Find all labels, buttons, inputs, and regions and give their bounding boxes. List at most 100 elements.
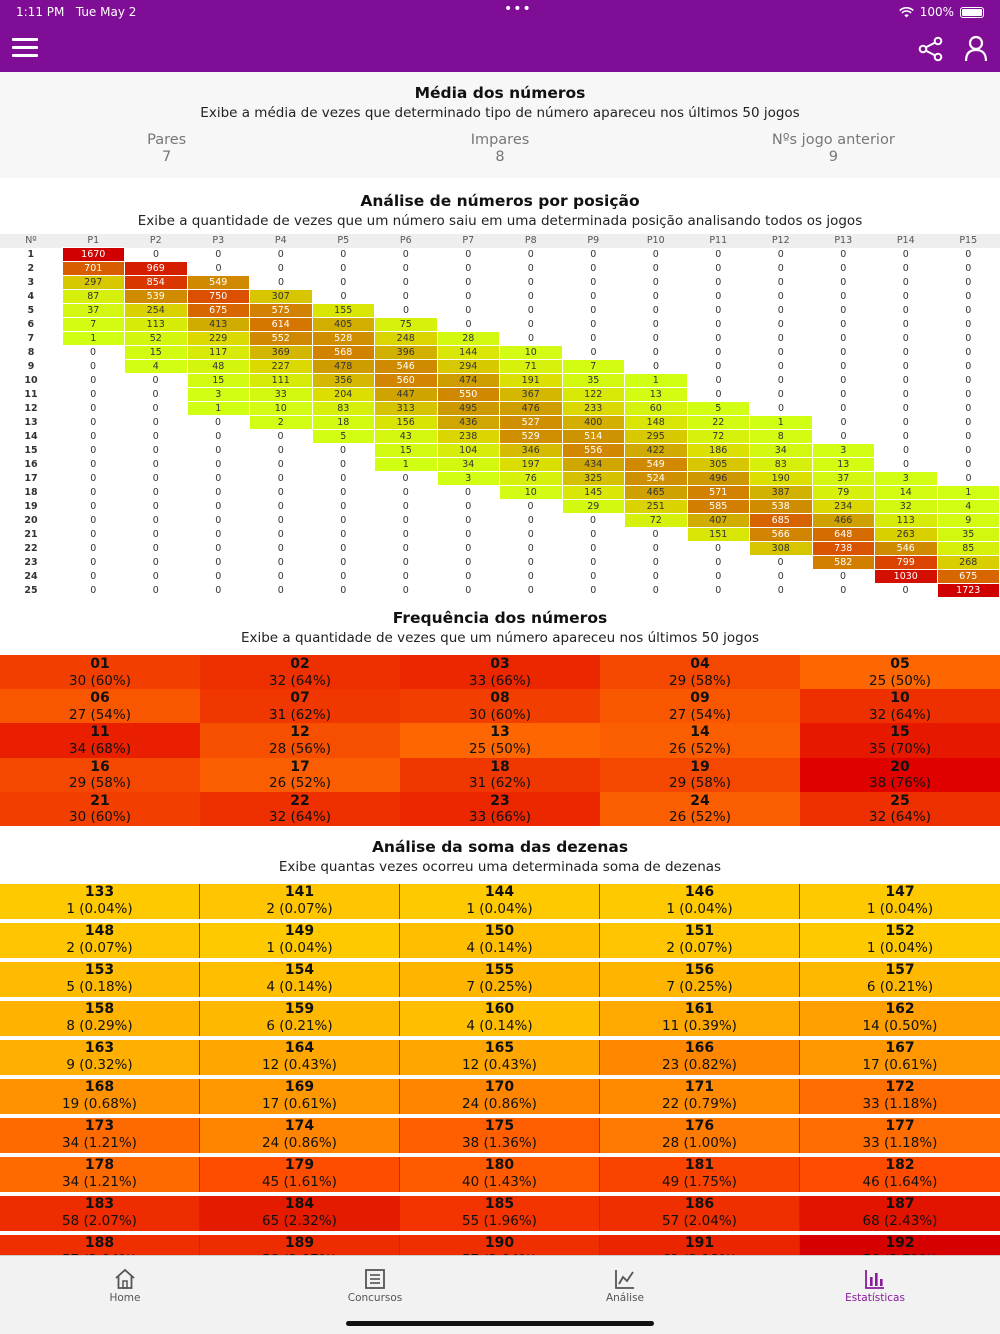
soma-count: 76 (2.71%) <box>863 1252 938 1255</box>
soma-value: 162 <box>885 1000 915 1017</box>
posicao-cell: 0 <box>902 305 909 316</box>
multitask-dots[interactable]: ••• <box>504 1 532 17</box>
menu-icon[interactable] <box>12 38 38 58</box>
soma-value: 168 <box>84 1078 115 1095</box>
posicao-cell: 0 <box>90 375 97 386</box>
posicao-cell: 0 <box>840 347 847 358</box>
posicao-cell: 529 <box>499 429 563 444</box>
posicao-cell: 0 <box>152 459 159 470</box>
soma-count: 61 (2.18%) <box>662 1252 737 1255</box>
soma-cell: 182 46 (1.64%) <box>800 1156 1000 1192</box>
soma-count: 40 (1.43%) <box>462 1173 537 1190</box>
posicao-row-number: 21 <box>24 529 38 540</box>
stat-pares: Pares 7 <box>147 132 187 165</box>
posicao-cell: 1670 <box>61 247 125 262</box>
posicao-cell: 514 <box>561 429 625 444</box>
soma-value: 176 <box>684 1117 715 1134</box>
posicao-cell: 263 <box>874 527 938 542</box>
posicao-row: 6 7 113 413 614 405 75 0 0 0 0 0 0 0 0 0 <box>0 317 1000 332</box>
posicao-cell: 83 <box>311 401 375 416</box>
frequencia-number: 21 <box>90 792 110 809</box>
posicao-cell: 0 <box>590 319 597 330</box>
status-right: 100% <box>898 5 984 19</box>
posicao-cell: 614 <box>249 317 313 332</box>
posicao-row-number: 12 <box>24 403 38 414</box>
posicao-cell: 367 <box>499 387 563 402</box>
soma-value: 161 <box>684 1000 715 1017</box>
posicao-header-cell: P2 <box>124 234 187 248</box>
posicao-cell: 15 <box>374 443 438 458</box>
soma-value: 186 <box>684 1195 715 1212</box>
posicao-cell: 0 <box>590 346 597 358</box>
soma-value: 184 <box>284 1195 315 1212</box>
scroll-content[interactable]: Média dos números Exibe a média de vezes… <box>0 72 1000 1255</box>
posicao-cell: 0 <box>465 249 472 260</box>
posicao-cell: 0 <box>965 305 972 316</box>
soma-row: 183 58 (2.07%) 184 65 (2.32%) 185 55 (1.96%) 1… <box>0 1195 1000 1231</box>
soma-cell: 161 11 (0.39%) <box>600 1000 800 1036</box>
posicao-cell: 113 <box>874 513 938 528</box>
soma-cell: 162 14 (0.50%) <box>800 1000 1000 1036</box>
soma-cell: 176 28 (1.00%) <box>600 1117 800 1153</box>
frequencia-cell: 21 30 (60%) <box>0 791 200 826</box>
share-icon[interactable] <box>918 36 944 62</box>
posicao-row: 2 701 969 0 0 0 0 0 0 0 0 0 0 0 0 0 <box>0 261 1000 276</box>
soma-count: 65 (2.32%) <box>262 1212 337 1229</box>
user-icon[interactable] <box>962 34 990 62</box>
posicao-cell: 325 <box>561 471 625 486</box>
posicao-cell: 0 <box>902 417 909 428</box>
soma-count: 33 (1.18%) <box>862 1095 938 1112</box>
soma-grid: 133 1 (0.04%) 141 2 (0.07%) 144 1 (0.04%) 146 1… <box>0 883 1000 1255</box>
soma-cell: 18958 (2.07%) <box>200 1234 400 1255</box>
soma-count: 24 (0.86%) <box>262 1134 337 1151</box>
home-indicator[interactable] <box>346 1321 654 1326</box>
soma-cell: 177 33 (1.18%) <box>800 1117 1000 1153</box>
posicao-cell: 0 <box>715 249 722 260</box>
posicao-cell: 0 <box>152 515 159 526</box>
posicao-cell: 0 <box>902 431 909 442</box>
posicao-cell: 465 <box>624 485 688 500</box>
posicao-cell: 0 <box>840 585 847 596</box>
media-title: Média dos números <box>414 84 586 102</box>
tab-home-label: Home <box>109 1292 141 1304</box>
posicao-cell: 0 <box>402 557 409 568</box>
frequencia-number: 25 <box>890 792 910 809</box>
frequencia-value: 38 (76%) <box>868 775 931 792</box>
tab-concursos[interactable]: Concursos <box>250 1268 500 1304</box>
soma-value: 156 <box>684 961 715 978</box>
soma-count: 55 (1.96%) <box>462 1212 537 1229</box>
home-icon <box>115 1268 135 1289</box>
soma-value: 165 <box>484 1039 515 1056</box>
posicao-row-number: 13 <box>24 417 38 428</box>
posicao-cell: 104 <box>436 443 500 458</box>
posicao-row: 24 0 0 0 0 0 0 0 0 0 0 0 0 0 1030 675 <box>0 569 1000 584</box>
posicao-cell: 738 <box>811 541 875 556</box>
posicao-cell: 0 <box>527 529 534 540</box>
soma-count: 57 (2.04%) <box>462 1252 537 1255</box>
frequencia-value: 28 (56%) <box>268 740 331 757</box>
posicao-cell: 48 <box>186 359 250 374</box>
posicao-header-cell: P15 <box>937 234 1000 248</box>
frequencia-number: 20 <box>890 758 910 775</box>
soma-count: 57 (2.04%) <box>62 1252 137 1255</box>
posicao-header-cell: P8 <box>499 234 562 248</box>
soma-cell: 150 4 (0.14%) <box>400 922 600 958</box>
posicao-row: 9 0 4 48 227 478 546 294 71 7 0 0 0 0 0 0 <box>0 359 1000 374</box>
wifi-icon <box>898 6 914 17</box>
tab-estatisticas[interactable]: Estatísticas <box>750 1268 1000 1304</box>
tab-home[interactable]: Home <box>0 1268 250 1304</box>
soma-row: 158 8 (0.29%) 159 6 (0.21%) 160 4 (0.14%) 161 1… <box>0 1000 1000 1036</box>
posicao-cell: 0 <box>152 487 159 498</box>
posicao-row: 21 0 0 0 0 0 0 0 0 0 0 151 566 648 263 35 <box>0 527 1000 542</box>
soma-cell: 178 34 (1.21%) <box>0 1156 200 1192</box>
posicao-cell: 0 <box>277 445 284 456</box>
soma-count: 12 (0.43%) <box>462 1056 537 1073</box>
posicao-cell: 539 <box>124 289 188 304</box>
posicao-cell: 10 <box>499 345 563 360</box>
posicao-cell: 0 <box>402 585 409 596</box>
tab-analise[interactable]: Análise <box>500 1268 750 1304</box>
posicao-cell: 1 <box>61 331 125 346</box>
posicao-cell: 37 <box>811 471 875 486</box>
frequencia-cell: 24 26 (52%) <box>600 791 800 826</box>
soma-cell: 184 65 (2.32%) <box>200 1195 400 1231</box>
